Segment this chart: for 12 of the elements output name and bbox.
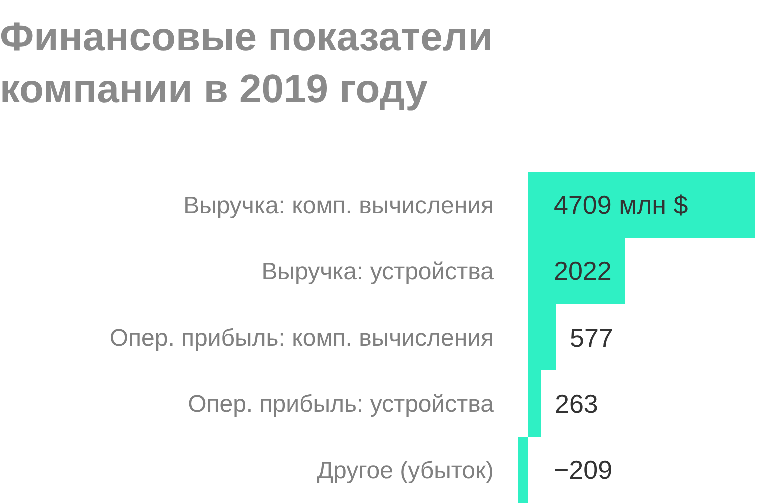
data-label: −209 bbox=[554, 455, 613, 485]
data-label: 577 bbox=[570, 323, 614, 353]
data-label: 2022 bbox=[554, 256, 612, 286]
y-tick-label: Другое (убыток) bbox=[317, 457, 494, 484]
data-label: 263 bbox=[555, 389, 598, 419]
data-label: 4709 млн $ bbox=[554, 190, 689, 220]
y-tick-label: Опер. прибыль: устройства bbox=[188, 391, 495, 418]
bar bbox=[518, 436, 528, 503]
y-tick-label: Выручка: комп. вычисления bbox=[184, 192, 494, 220]
chart-title: Финансовые показатели компании в 2019 году bbox=[0, 15, 493, 112]
y-tick-label: Опер. прибыль: комп. вычисления bbox=[110, 324, 494, 352]
y-tick-label: Выручка: устройства bbox=[262, 258, 495, 286]
